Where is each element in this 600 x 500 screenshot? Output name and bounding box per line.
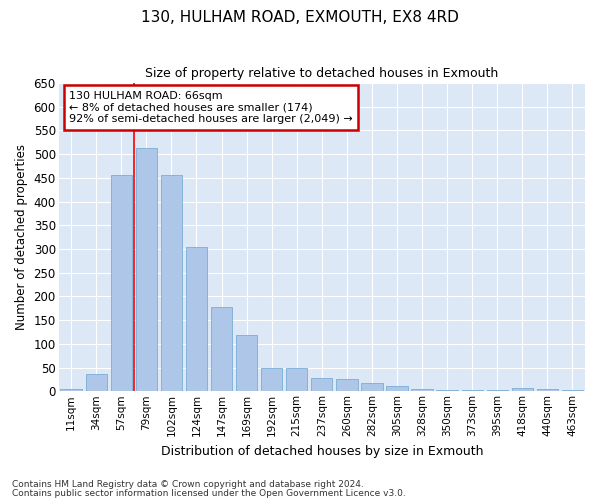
Text: 130 HULHAM ROAD: 66sqm
← 8% of detached houses are smaller (174)
92% of semi-det: 130 HULHAM ROAD: 66sqm ← 8% of detached … [69, 91, 353, 124]
Bar [161, 174, 182, 392]
Text: Contains public sector information licensed under the Open Government Licence v3: Contains public sector information licen… [12, 489, 406, 498]
Bar [61, 389, 82, 392]
Y-axis label: Number of detached properties: Number of detached properties [15, 144, 28, 330]
Bar [311, 378, 332, 392]
Bar [286, 368, 307, 392]
Bar [512, 388, 533, 392]
Bar [361, 383, 383, 392]
Bar [136, 148, 157, 392]
Bar [110, 174, 132, 392]
Bar [562, 390, 583, 392]
Bar [336, 380, 358, 392]
Bar [386, 386, 407, 392]
Bar [86, 374, 107, 392]
Bar [487, 390, 508, 392]
Bar [261, 368, 283, 392]
Bar [236, 336, 257, 392]
Title: Size of property relative to detached houses in Exmouth: Size of property relative to detached ho… [145, 68, 499, 80]
Bar [461, 390, 483, 392]
Bar [537, 389, 558, 392]
Text: 130, HULHAM ROAD, EXMOUTH, EX8 4RD: 130, HULHAM ROAD, EXMOUTH, EX8 4RD [141, 10, 459, 25]
Bar [211, 307, 232, 392]
Bar [412, 389, 433, 392]
Bar [436, 390, 458, 392]
X-axis label: Distribution of detached houses by size in Exmouth: Distribution of detached houses by size … [161, 444, 483, 458]
Text: Contains HM Land Registry data © Crown copyright and database right 2024.: Contains HM Land Registry data © Crown c… [12, 480, 364, 489]
Bar [186, 246, 207, 392]
